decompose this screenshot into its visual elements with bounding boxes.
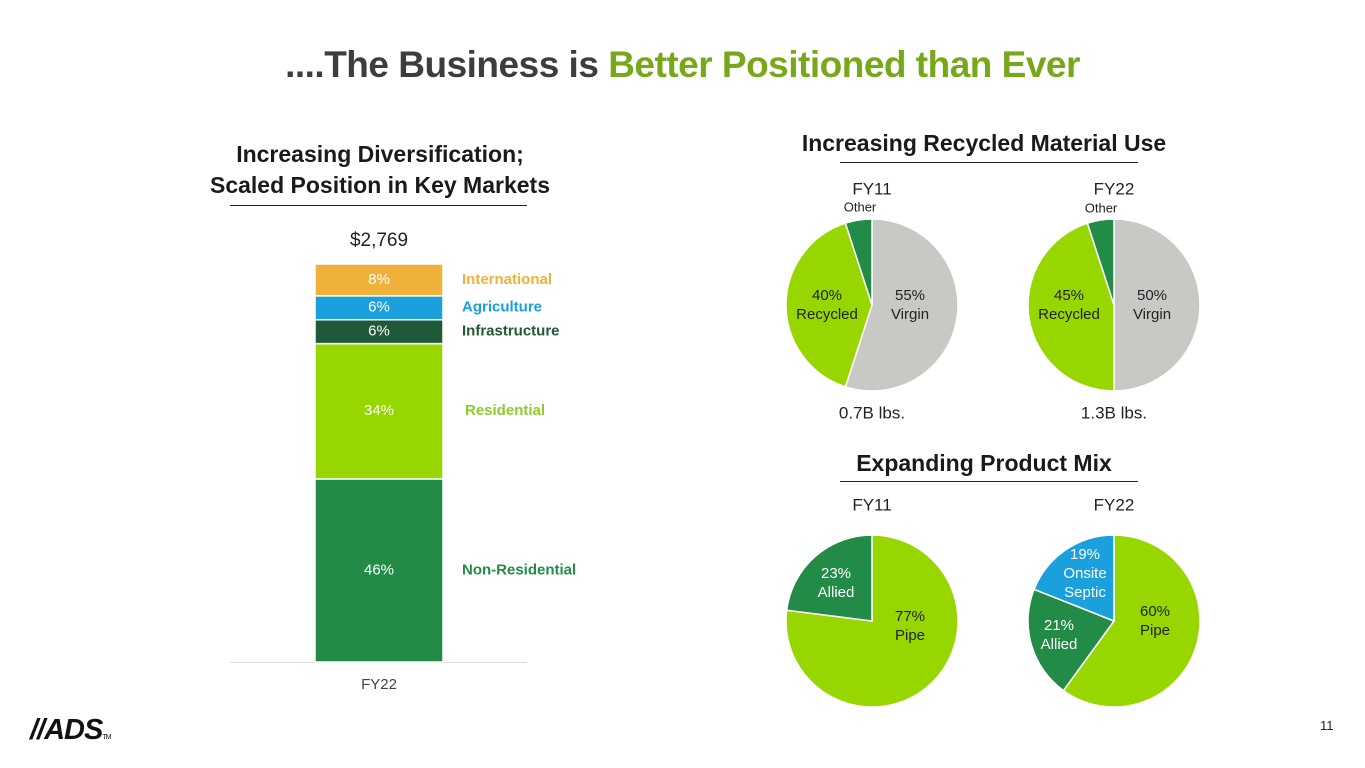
- charts-canvas: 46% Non-Residential 34% Residential 6% Infras…: [0, 0, 1365, 768]
- legend-international: International: [462, 271, 552, 288]
- product-fy22-label-onsite-name: Onsite: [1063, 565, 1106, 582]
- product-fy22-label-allied-name: Allied: [1041, 636, 1078, 653]
- product-fy22-label-onsite-value: 19%: [1070, 546, 1100, 563]
- recycled-fy22-title: FY22: [1094, 179, 1135, 198]
- bar-label-agriculture: 6%: [368, 299, 390, 316]
- legend-residential: Residential: [465, 402, 545, 419]
- product-fy22-label-pipe-value: 60%: [1140, 603, 1170, 620]
- legend-infrastructure: Infrastructure: [462, 323, 560, 340]
- page-number: 11: [1320, 718, 1334, 733]
- recycled-fy11-label-recycled-name: Recycled: [796, 306, 858, 323]
- recycled-fy22-label-virgin-name: Virgin: [1133, 306, 1171, 323]
- recycled-fy22-label-recycled-value: 45%: [1054, 287, 1084, 304]
- legend-agriculture: Agriculture: [462, 299, 542, 316]
- bar-label-international: 8%: [368, 271, 390, 288]
- bar-label-infrastructure: 6%: [368, 323, 390, 340]
- product-fy22-label-pipe-name: Pipe: [1140, 622, 1170, 639]
- recycled-fy11-title: FY11: [852, 179, 891, 198]
- product-fy22-label-onsite-name: Septic: [1064, 584, 1106, 601]
- legend-non-residential: Non-Residential: [462, 561, 576, 578]
- recycled-fy22-footer: 1.3B lbs.: [1081, 403, 1147, 422]
- ads-logo-text: //ADS: [30, 714, 102, 746]
- product-fy11-title: FY11: [852, 495, 891, 514]
- recycled-fy11-label-other-value: Other: [844, 199, 877, 214]
- bar-label-residential: 34%: [364, 402, 394, 419]
- recycled-fy11-label-recycled-value: 40%: [812, 287, 842, 304]
- product-fy11-label-allied-value: 23%: [821, 565, 851, 582]
- recycled-fy11-label-virgin-name: Virgin: [891, 306, 929, 323]
- product-fy22-title: FY22: [1094, 495, 1135, 514]
- recycled-fy11-footer: 0.7B lbs.: [839, 403, 905, 422]
- recycled-fy22-label-other-value: Other: [1085, 200, 1118, 215]
- bar-total-label: $2,769: [350, 230, 408, 251]
- bar-label-non-residential: 46%: [364, 561, 394, 578]
- product-fy11-label-pipe-value: 77%: [895, 608, 925, 625]
- recycled-fy22-label-virgin-value: 50%: [1137, 287, 1167, 304]
- recycled-fy22-label-recycled-name: Recycled: [1038, 306, 1100, 323]
- product-fy11-label-pipe-name: Pipe: [895, 627, 925, 644]
- ads-logo: //ADSTM: [30, 714, 110, 747]
- ads-logo-tm: TM: [102, 734, 110, 741]
- product-fy22-label-allied-value: 21%: [1044, 617, 1074, 634]
- product-fy11-label-allied-name: Allied: [818, 584, 855, 601]
- bar-category-label: FY22: [361, 676, 397, 693]
- recycled-fy11-label-virgin-value: 55%: [895, 287, 925, 304]
